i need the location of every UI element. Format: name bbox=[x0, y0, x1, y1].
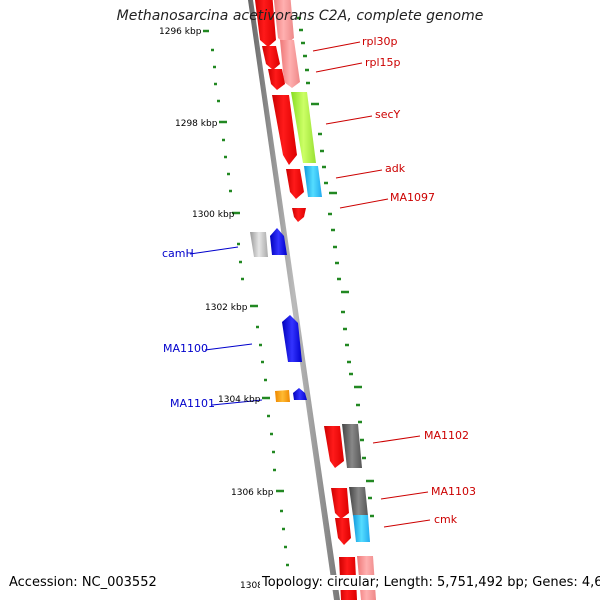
gene-arrow-adk-cyan[interactable] bbox=[304, 166, 322, 197]
reverse-strand-features bbox=[250, 228, 307, 402]
tick-label-1300: 1300 kbp bbox=[192, 210, 235, 220]
gene-label-MA1097[interactable]: MA1097 bbox=[390, 191, 436, 204]
leader-lines-blue bbox=[189, 246, 263, 406]
gene-arrow-rpl30p-pink[interactable] bbox=[280, 40, 300, 88]
gene-arrow-rpl15p[interactable] bbox=[268, 69, 285, 90]
accession-text: Accession: NC_003552 bbox=[9, 575, 157, 590]
gene-label-MA1103[interactable]: MA1103 bbox=[431, 485, 477, 498]
gene-arrow-rpl30p[interactable] bbox=[262, 46, 280, 70]
outer-tick-track bbox=[297, 16, 374, 518]
gene-label-adk[interactable]: adk bbox=[385, 162, 406, 175]
tick-label-1302: 1302 kbp bbox=[205, 303, 248, 313]
gene-arrow-MA1097[interactable] bbox=[292, 208, 306, 222]
leader-lines-red bbox=[312, 41, 431, 528]
tick-label-1304: 1304 kbp bbox=[218, 395, 261, 405]
gene-arrow-adk[interactable] bbox=[286, 169, 304, 199]
gene-label-cmk[interactable]: cmk bbox=[434, 513, 458, 526]
gene-arrow-MA1101-orange[interactable] bbox=[275, 390, 290, 402]
page-title: Methanosarcina acetivorans C2A, complete… bbox=[116, 8, 484, 24]
gene-arrow-camH-grey[interactable] bbox=[250, 232, 268, 257]
tick-label-1298: 1298 kbp bbox=[175, 119, 218, 129]
gene-arrow-top-red[interactable] bbox=[254, 0, 276, 47]
gene-arrow-MA1103[interactable] bbox=[331, 488, 349, 519]
gene-label-rpl30p[interactable]: rpl30p bbox=[362, 35, 398, 48]
gene-arrow-MA1103-dark[interactable] bbox=[349, 487, 368, 516]
gene-arrow-MA1102[interactable] bbox=[324, 426, 344, 468]
gene-label-camH[interactable]: camH bbox=[162, 247, 194, 260]
gene-arrow-cmk-cyan[interactable] bbox=[353, 515, 370, 542]
gene-arrow-secY-lime[interactable] bbox=[291, 92, 316, 163]
genome-backbone bbox=[248, 0, 340, 600]
gene-arrow-secY[interactable] bbox=[272, 95, 297, 165]
forward-strand-features bbox=[254, 0, 376, 600]
gene-label-rpl15p[interactable]: rpl15p bbox=[365, 56, 401, 69]
tick-label-1306: 1306 kbp bbox=[231, 488, 274, 498]
gene-arrow-cmk[interactable] bbox=[335, 518, 351, 545]
topology-text: Topology: circular; Length: 5,751,492 bp… bbox=[260, 575, 600, 590]
tick-label-1296: 1296 kbp bbox=[159, 27, 202, 37]
gene-label-MA1101[interactable]: MA1101 bbox=[170, 397, 216, 410]
gene-arrow-MA1100[interactable] bbox=[282, 315, 302, 362]
gene-arrow-MA1102-dark[interactable] bbox=[342, 424, 362, 468]
gene-label-MA1102[interactable]: MA1102 bbox=[424, 429, 470, 442]
gene-arrow-camH[interactable] bbox=[270, 228, 287, 255]
gene-label-MA1100[interactable]: MA1100 bbox=[163, 342, 209, 355]
gene-label-secY[interactable]: secY bbox=[375, 108, 401, 121]
gene-arrow-top-pink[interactable] bbox=[273, 0, 294, 45]
gene-arrow-MA1101[interactable] bbox=[293, 388, 307, 400]
